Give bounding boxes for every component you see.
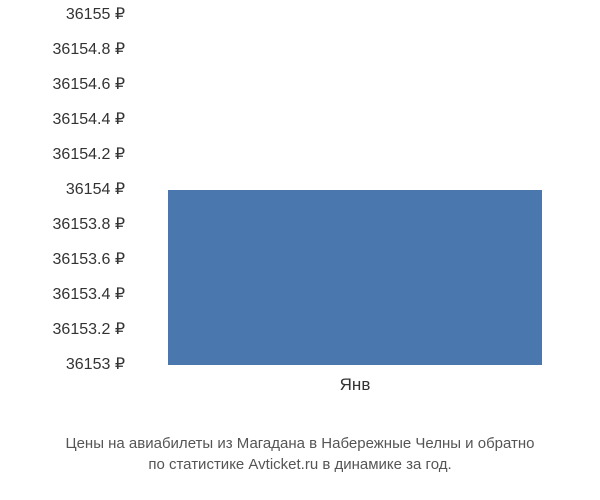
y-tick-label: 36153.8 ₽ [20, 217, 125, 233]
y-tick-label: 36155 ₽ [20, 7, 125, 23]
y-tick-label: 36153.4 ₽ [20, 287, 125, 303]
y-axis: 36155 ₽36154.8 ₽36154.6 ₽36154.4 ₽36154.… [20, 15, 125, 365]
y-tick-label: 36153.6 ₽ [20, 252, 125, 268]
caption-line-1: Цены на авиабилеты из Магадана в Набереж… [0, 433, 600, 454]
y-tick-label: 36153.2 ₽ [20, 322, 125, 338]
bar [168, 190, 542, 365]
y-tick-label: 36154.8 ₽ [20, 42, 125, 58]
price-chart: 36155 ₽36154.8 ₽36154.6 ₽36154.4 ₽36154.… [20, 15, 580, 395]
y-tick-label: 36154.6 ₽ [20, 77, 125, 93]
y-tick-label: 36153 ₽ [20, 357, 125, 373]
y-tick-label: 36154 ₽ [20, 182, 125, 198]
x-tick-label: Янв [340, 375, 371, 395]
chart-caption: Цены на авиабилеты из Магадана в Набереж… [0, 433, 600, 475]
y-tick-label: 36154.4 ₽ [20, 112, 125, 128]
caption-line-2: по статистике Avticket.ru в динамике за … [0, 454, 600, 475]
plot-area [135, 15, 575, 365]
y-tick-label: 36154.2 ₽ [20, 147, 125, 163]
